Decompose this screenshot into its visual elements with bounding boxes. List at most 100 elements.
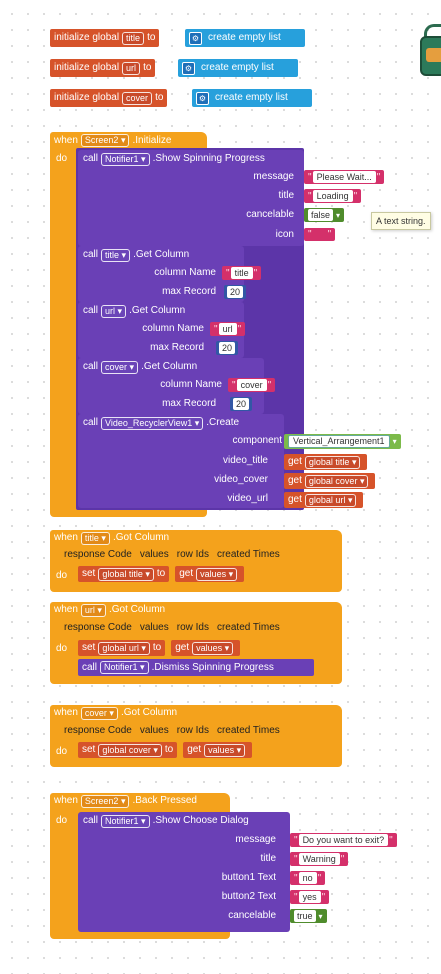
- global-init-title[interactable]: initialize global title to: [50, 29, 160, 47]
- cancelable-bool[interactable]: false ▾: [304, 208, 345, 222]
- max-record-value[interactable]: 20: [219, 342, 236, 354]
- column-name-string[interactable]: " url ": [210, 322, 246, 336]
- button2-string[interactable]: " yes ": [290, 890, 330, 904]
- max-record-number[interactable]: 20: [216, 341, 239, 355]
- param-created-times[interactable]: created Times: [216, 725, 280, 736]
- init-global-label: initialize global: [54, 62, 120, 73]
- var-dropdown[interactable]: values ▾: [196, 567, 238, 581]
- create-empty-list-block[interactable]: ⚙ create empty list: [178, 59, 298, 77]
- button2-value[interactable]: yes: [298, 891, 321, 903]
- dismiss-spinning-block[interactable]: call Notifier1 ▾ .Dismiss Spinning Progr…: [78, 659, 314, 676]
- show-choose-dialog-block[interactable]: [78, 812, 290, 932]
- method-name: .Get Column: [129, 305, 186, 316]
- get-global-title[interactable]: get global title ▾: [284, 454, 368, 470]
- method-name: .Get Column: [141, 361, 198, 372]
- param-values[interactable]: values: [139, 725, 169, 736]
- set-global-title-block[interactable]: set global title ▾ to get values ▾: [78, 566, 245, 582]
- title-string[interactable]: " Warning ": [290, 852, 349, 866]
- component-label: component: [232, 435, 282, 446]
- cancelable-value[interactable]: true: [294, 910, 316, 922]
- param-values[interactable]: values: [139, 622, 169, 633]
- back-pressed-header: when Screen2 ▾ .Back Pressed: [54, 794, 197, 808]
- gear-icon[interactable]: ⚙: [182, 61, 195, 75]
- event-name: .Got Column: [112, 532, 170, 543]
- show-spinning-header: call Notifier1 ▾ .Show Spinning Progress: [83, 152, 265, 166]
- set-global-url-block[interactable]: set global url ▾ to get values ▾: [78, 640, 241, 656]
- var-name-field[interactable]: cover: [122, 91, 153, 105]
- message-string[interactable]: " Do you want to exit? ": [290, 833, 397, 847]
- button1-value[interactable]: no: [298, 872, 317, 884]
- var-dropdown[interactable]: values ▾: [192, 641, 234, 655]
- param-values[interactable]: values: [139, 549, 169, 560]
- param-response-code[interactable]: response Code: [64, 549, 132, 560]
- recycler-create-block[interactable]: [78, 414, 284, 508]
- global-init-url[interactable]: initialize global url to: [50, 59, 156, 77]
- var-dropdown[interactable]: global cover ▾: [304, 474, 369, 488]
- when-label: when: [54, 532, 78, 543]
- var-dropdown[interactable]: global url ▾: [304, 493, 357, 507]
- component-value[interactable]: Vertical_Arrangement1: [288, 435, 390, 448]
- param-response-code[interactable]: response Code: [64, 725, 132, 736]
- var-name-field[interactable]: url: [122, 61, 141, 75]
- global-init-cover[interactable]: initialize global cover to: [50, 89, 168, 107]
- gear-icon[interactable]: ⚙: [196, 91, 209, 105]
- max-record-number[interactable]: 20: [230, 397, 253, 411]
- db-dropdown[interactable]: url ▾: [101, 304, 127, 318]
- column-name-value[interactable]: title: [230, 267, 253, 279]
- param-created-times[interactable]: created Times: [216, 549, 280, 560]
- column-name-string[interactable]: " cover ": [228, 378, 276, 392]
- var-name-field[interactable]: title: [122, 31, 145, 45]
- button1-string[interactable]: " no ": [290, 871, 326, 885]
- cancelable-bool[interactable]: true ▾: [290, 909, 327, 923]
- component-dropdown[interactable]: cover ▾: [80, 706, 118, 720]
- recycler-create-header: call Video_RecyclerView1 ▾ .Create: [83, 416, 239, 430]
- component-dropdown[interactable]: url ▾: [80, 603, 106, 617]
- max-record-value[interactable]: 20: [233, 398, 250, 410]
- db-dropdown[interactable]: cover ▾: [101, 360, 139, 374]
- notifier-dropdown[interactable]: Notifier1 ▾: [101, 152, 150, 166]
- param-row-ids[interactable]: row Ids: [176, 622, 209, 633]
- notifier-dropdown[interactable]: Notifier1 ▾: [101, 814, 150, 828]
- do-label: do: [56, 746, 68, 757]
- create-empty-list-block[interactable]: ⚙ create empty list: [185, 29, 305, 47]
- create-empty-list-block[interactable]: ⚙ create empty list: [192, 89, 312, 107]
- event-name: .Got Column: [120, 707, 178, 718]
- param-response-code[interactable]: response Code: [64, 622, 132, 633]
- icon-string[interactable]: " ": [304, 228, 336, 241]
- show-spinning-block[interactable]: [78, 150, 304, 246]
- var-dropdown[interactable]: global title ▾: [304, 455, 361, 469]
- column-name-string[interactable]: " title ": [222, 266, 262, 280]
- set-global-cover-block[interactable]: set global cover ▾ to get values ▾: [78, 742, 253, 758]
- get-global-url[interactable]: get global url ▾: [284, 492, 364, 508]
- title-value[interactable]: Warning: [298, 853, 340, 865]
- message-value[interactable]: Do you want to exit?: [298, 834, 389, 846]
- column-name-label: column Name: [154, 267, 216, 278]
- get-global-cover[interactable]: get global cover ▾: [284, 473, 376, 489]
- component-dropdown[interactable]: title ▾: [80, 531, 110, 545]
- component-block[interactable]: Vertical_Arrangement1 ▾: [284, 434, 401, 449]
- icon-label: icon: [275, 229, 294, 240]
- column-name-value[interactable]: url: [218, 323, 237, 335]
- var-dropdown[interactable]: global title ▾: [98, 567, 154, 581]
- title-value[interactable]: Loading: [312, 190, 353, 202]
- component-dropdown[interactable]: Screen2 ▾: [80, 134, 130, 147]
- component-dropdown[interactable]: Screen2 ▾: [80, 794, 130, 808]
- max-record-number[interactable]: 20: [224, 285, 247, 299]
- param-row-ids[interactable]: row Ids: [176, 725, 209, 736]
- var-dropdown[interactable]: global cover ▾: [98, 743, 162, 757]
- notifier-dropdown[interactable]: Notifier1 ▾: [100, 661, 149, 674]
- var-dropdown[interactable]: values ▾: [204, 743, 246, 757]
- title-string[interactable]: " Loading ": [304, 189, 362, 203]
- message-string[interactable]: " Please Wait... ": [304, 170, 385, 184]
- backpack-icon[interactable]: [420, 22, 441, 76]
- db-dropdown[interactable]: title ▾: [101, 248, 131, 262]
- cancelable-value[interactable]: false: [308, 209, 334, 221]
- max-record-value[interactable]: 20: [227, 286, 244, 298]
- var-dropdown[interactable]: global url ▾: [98, 641, 150, 655]
- param-created-times[interactable]: created Times: [216, 622, 280, 633]
- param-row-ids[interactable]: row Ids: [176, 549, 209, 560]
- column-name-value[interactable]: cover: [236, 379, 267, 391]
- gear-icon[interactable]: ⚙: [189, 31, 202, 45]
- message-value[interactable]: Please Wait...: [312, 171, 376, 183]
- recycler-dropdown[interactable]: Video_RecyclerView1 ▾: [101, 416, 204, 430]
